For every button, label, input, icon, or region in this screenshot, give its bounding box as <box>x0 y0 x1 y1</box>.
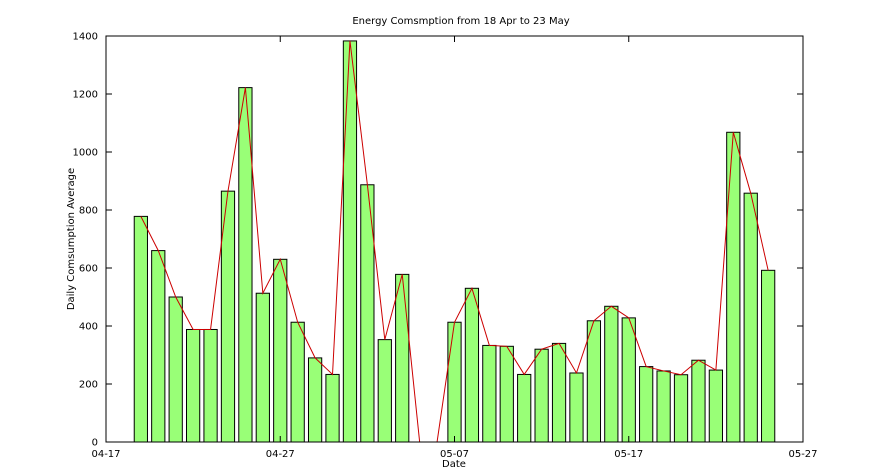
bar <box>534 348 549 443</box>
bar <box>186 328 201 443</box>
bar <box>499 345 514 443</box>
bar <box>151 250 166 443</box>
x-tick-label: 04-27 <box>266 449 295 460</box>
bar <box>586 320 602 443</box>
bar <box>639 366 654 443</box>
bar <box>673 374 689 443</box>
bar <box>761 269 776 443</box>
y-axis-label: Daily Comsumption Average <box>66 168 77 310</box>
bar <box>551 342 567 443</box>
bar <box>569 372 584 443</box>
bar <box>447 321 462 443</box>
bar <box>691 359 706 443</box>
x-axis-label: Date <box>442 459 466 470</box>
bar <box>621 317 636 443</box>
y-tick-label: 800 <box>79 206 98 217</box>
y-tick-label: 400 <box>79 322 98 333</box>
y-tick-label: 1000 <box>73 148 98 159</box>
x-tick-label: 05-27 <box>788 449 817 460</box>
bars-group <box>133 40 776 443</box>
bar <box>342 40 358 443</box>
x-tick-label: 04-17 <box>91 449 120 460</box>
bar <box>203 328 218 443</box>
bar <box>255 292 270 443</box>
y-tick-label: 1200 <box>73 90 98 101</box>
bar <box>290 321 305 443</box>
bar <box>604 305 619 443</box>
bar <box>517 373 532 443</box>
bar <box>743 192 758 443</box>
bar <box>273 258 288 443</box>
bar <box>377 339 392 443</box>
bar <box>395 273 410 443</box>
trend-line <box>140 40 769 443</box>
bar <box>726 131 741 443</box>
y-tick-label: 200 <box>79 380 98 391</box>
bar <box>482 344 497 443</box>
bar <box>464 287 480 443</box>
chart-title: Energy Comsmption from 18 Apr to 23 May <box>352 16 569 27</box>
bar <box>708 369 723 443</box>
x-tick-label: 05-17 <box>614 449 643 460</box>
y-tick-label: 600 <box>79 264 98 275</box>
bar <box>168 296 183 443</box>
x-tick-label: 05-07 <box>440 449 469 460</box>
x-axis: 04-17 04-27 05-07 05-17 05-27 <box>91 36 818 460</box>
y-axis: 0 200 400 600 800 1000 1200 1400 <box>73 32 803 449</box>
bar <box>656 370 671 443</box>
y-tick-label: 0 <box>92 438 98 449</box>
bar <box>133 215 148 443</box>
bar <box>307 357 323 443</box>
y-tick-label: 1400 <box>73 32 98 43</box>
bar <box>325 373 340 443</box>
